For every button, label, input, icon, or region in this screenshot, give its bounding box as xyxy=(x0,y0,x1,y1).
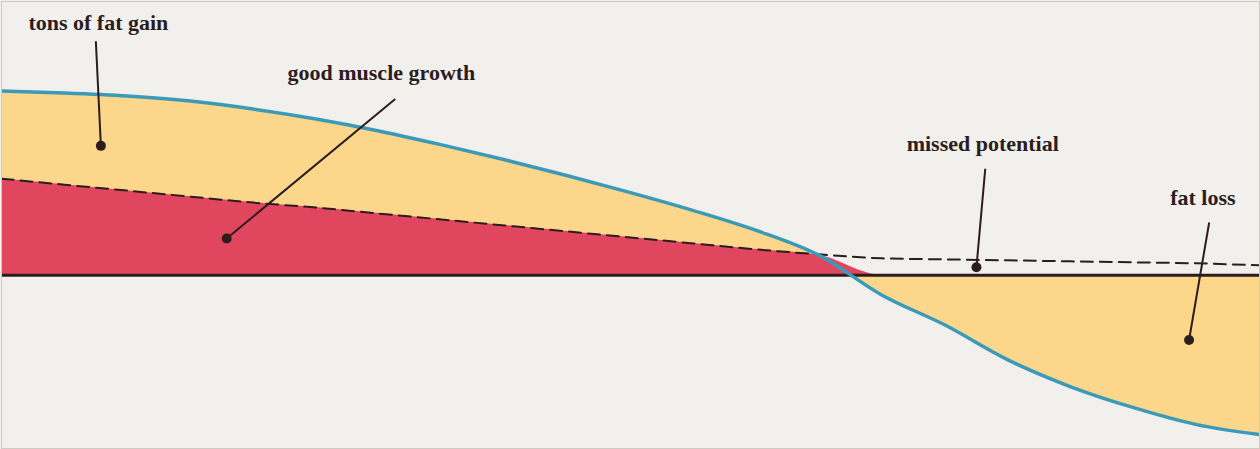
svg-text:missed potential: missed potential xyxy=(907,131,1059,156)
svg-text:fat loss: fat loss xyxy=(1170,185,1236,210)
svg-text:good muscle growth: good muscle growth xyxy=(288,60,476,85)
svg-text:tons of fat gain: tons of fat gain xyxy=(28,10,168,35)
